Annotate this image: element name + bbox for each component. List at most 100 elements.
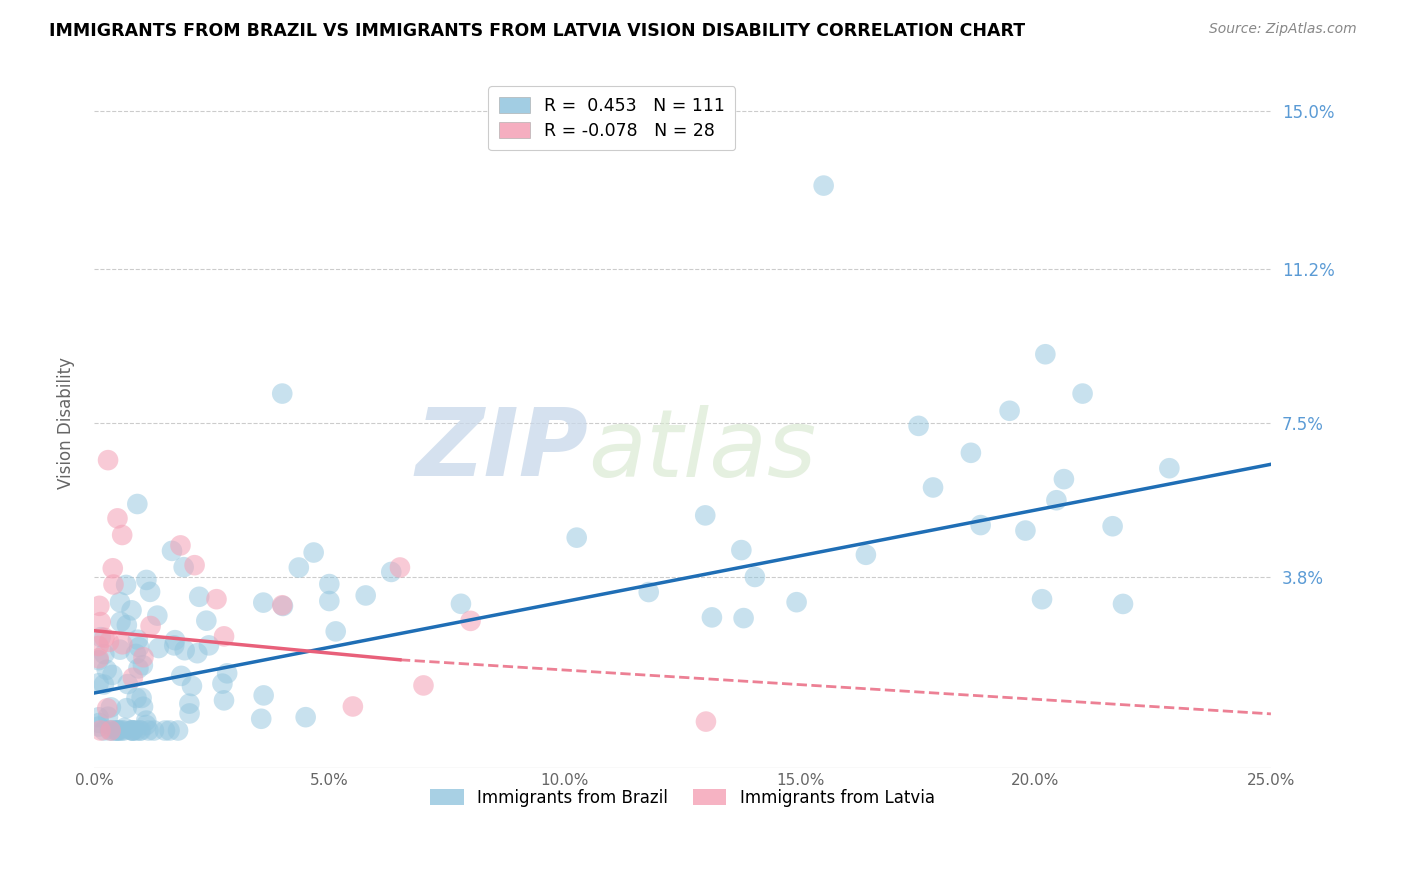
- Point: [127, 497, 149, 511]
- Point: [700, 610, 723, 624]
- Point: [1033, 347, 1056, 361]
- Point: [786, 595, 808, 609]
- Point: [183, 558, 205, 573]
- Point: [121, 603, 143, 617]
- Point: [138, 723, 160, 738]
- Point: [98, 723, 121, 738]
- Point: [93, 631, 115, 645]
- Point: [302, 545, 325, 559]
- Point: [159, 723, 181, 738]
- Point: [179, 697, 201, 711]
- Point: [107, 511, 129, 525]
- Point: [388, 560, 411, 574]
- Point: [271, 386, 294, 401]
- Point: [121, 723, 143, 738]
- Point: [922, 480, 945, 494]
- Point: [288, 560, 311, 574]
- Point: [89, 723, 111, 738]
- Point: [450, 597, 472, 611]
- Point: [148, 640, 170, 655]
- Text: atlas: atlas: [588, 405, 817, 496]
- Point: [127, 661, 149, 675]
- Point: [129, 723, 152, 738]
- Point: [179, 706, 201, 721]
- Point: [173, 560, 195, 574]
- Point: [132, 650, 155, 665]
- Point: [135, 573, 157, 587]
- Point: [100, 723, 122, 738]
- Point: [93, 677, 115, 691]
- Point: [139, 619, 162, 633]
- Text: Source: ZipAtlas.com: Source: ZipAtlas.com: [1209, 22, 1357, 37]
- Point: [107, 723, 129, 738]
- Point: [969, 518, 991, 533]
- Point: [117, 677, 139, 691]
- Point: [695, 714, 717, 729]
- Point: [128, 723, 150, 738]
- Point: [132, 699, 155, 714]
- Point: [460, 614, 482, 628]
- Point: [114, 721, 136, 735]
- Point: [121, 723, 143, 738]
- Point: [108, 595, 131, 609]
- Point: [318, 594, 340, 608]
- Point: [87, 710, 110, 724]
- Point: [97, 635, 120, 649]
- Point: [1014, 524, 1036, 538]
- Point: [146, 608, 169, 623]
- Point: [380, 565, 402, 579]
- Point: [252, 596, 274, 610]
- Point: [318, 577, 340, 591]
- Point: [93, 723, 115, 738]
- Legend: Immigrants from Brazil, Immigrants from Latvia: Immigrants from Brazil, Immigrants from …: [422, 780, 943, 815]
- Point: [271, 599, 294, 613]
- Point: [115, 578, 138, 592]
- Point: [271, 599, 294, 613]
- Point: [135, 718, 157, 732]
- Point: [111, 528, 134, 542]
- Point: [960, 446, 983, 460]
- Point: [173, 643, 195, 657]
- Point: [637, 585, 659, 599]
- Point: [212, 693, 235, 707]
- Point: [253, 689, 276, 703]
- Point: [1101, 519, 1123, 533]
- Point: [181, 679, 204, 693]
- Point: [128, 640, 150, 655]
- Point: [132, 658, 155, 673]
- Point: [112, 723, 135, 738]
- Point: [163, 633, 186, 648]
- Point: [212, 629, 235, 643]
- Point: [87, 651, 110, 665]
- Point: [110, 615, 132, 629]
- Point: [733, 611, 755, 625]
- Point: [342, 699, 364, 714]
- Point: [325, 624, 347, 639]
- Point: [103, 577, 125, 591]
- Point: [198, 639, 221, 653]
- Point: [1031, 592, 1053, 607]
- Point: [101, 723, 124, 738]
- Point: [131, 690, 153, 705]
- Point: [169, 538, 191, 552]
- Point: [96, 701, 118, 715]
- Point: [250, 712, 273, 726]
- Point: [105, 723, 128, 738]
- Point: [744, 570, 766, 584]
- Point: [87, 653, 110, 667]
- Point: [101, 561, 124, 575]
- Point: [115, 701, 138, 715]
- Point: [565, 531, 588, 545]
- Point: [89, 599, 111, 613]
- Point: [354, 589, 377, 603]
- Point: [143, 723, 166, 738]
- Point: [108, 723, 131, 738]
- Point: [205, 592, 228, 607]
- Point: [813, 178, 835, 193]
- Point: [93, 647, 115, 661]
- Point: [907, 418, 929, 433]
- Point: [108, 642, 131, 657]
- Point: [695, 508, 717, 523]
- Text: ZIP: ZIP: [415, 404, 588, 496]
- Point: [1159, 461, 1181, 475]
